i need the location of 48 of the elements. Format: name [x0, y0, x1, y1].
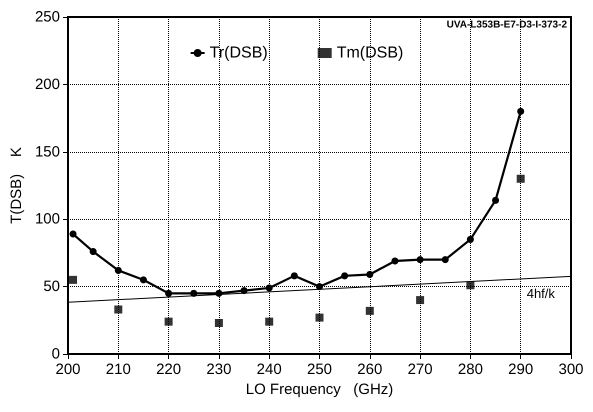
point: [70, 230, 77, 238]
point: [517, 108, 524, 115]
point: [140, 276, 147, 284]
point: [516, 174, 525, 183]
x-tick-label: 250: [306, 361, 332, 378]
y-tick-label: 150: [34, 143, 60, 160]
x-tick-label: 220: [156, 361, 182, 378]
point: [316, 314, 324, 322]
y-axis-title: T(DSB) K: [8, 147, 26, 224]
x-tick-label: 240: [256, 361, 282, 378]
point: [114, 306, 122, 314]
point: [366, 270, 374, 278]
x-tick-label: 280: [458, 361, 483, 378]
point: [265, 318, 274, 326]
y-tick-label: 50: [43, 278, 60, 296]
annotation: 4hf/k: [526, 286, 556, 301]
point: [492, 196, 500, 204]
legend-label: Tr(DSB): [210, 44, 268, 62]
point: [391, 257, 398, 264]
x-tick-label: 260: [357, 361, 382, 378]
point: [90, 248, 97, 256]
annotation: UVA-L353B-E7-D3-I-373-2: [446, 20, 568, 30]
x-tick-label: 290: [508, 361, 534, 378]
point: [442, 256, 449, 264]
y-tick-label: 200: [34, 76, 60, 93]
point: [214, 318, 223, 327]
x-tick-label: 300: [558, 361, 584, 378]
y-tick-label: 250: [34, 8, 60, 26]
point: [366, 306, 374, 315]
x-tick-label: 200: [55, 361, 81, 378]
point: [466, 281, 474, 290]
x-tick-label: 210: [106, 361, 131, 378]
point: [416, 256, 424, 264]
point: [114, 266, 122, 274]
x-tick-label: 270: [408, 361, 433, 378]
x-axis-title: LO Frequency (GHz): [246, 380, 394, 398]
point: [266, 284, 273, 292]
point: [164, 318, 173, 326]
point: [69, 276, 78, 284]
legend-label: Tm(DSB): [336, 44, 404, 62]
y-tick-label: 100: [34, 210, 60, 228]
point: [290, 272, 298, 280]
point: [341, 272, 348, 280]
point: [416, 296, 424, 304]
y-tick-label: 0: [52, 346, 60, 362]
point: [466, 236, 474, 243]
x-tick-label: 230: [206, 361, 232, 378]
point: [165, 290, 172, 297]
